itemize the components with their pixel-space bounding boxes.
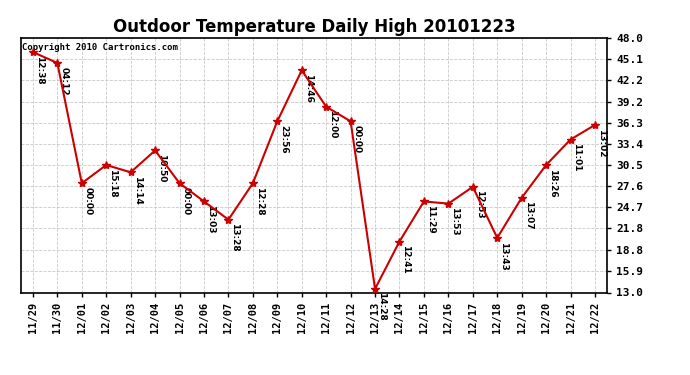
Text: 11:01: 11:01 [573, 143, 582, 172]
Text: 14:28: 14:28 [377, 292, 386, 321]
Text: 11:29: 11:29 [426, 205, 435, 234]
Text: 13:03: 13:03 [206, 205, 215, 234]
Text: 12:38: 12:38 [35, 56, 44, 84]
Text: 18:26: 18:26 [548, 169, 557, 197]
Text: 12:28: 12:28 [255, 187, 264, 216]
Text: 13:02: 13:02 [597, 129, 606, 157]
Text: 12:53: 12:53 [475, 190, 484, 219]
Text: 12:41: 12:41 [402, 245, 411, 274]
Text: 12:00: 12:00 [328, 110, 337, 139]
Text: 13:53: 13:53 [451, 207, 460, 236]
Text: 15:18: 15:18 [108, 169, 117, 197]
Text: 13:07: 13:07 [524, 201, 533, 230]
Text: 14:46: 14:46 [304, 74, 313, 103]
Text: 00:00: 00:00 [83, 187, 92, 215]
Text: 00:00: 00:00 [353, 125, 362, 153]
Text: 13:28: 13:28 [230, 223, 239, 252]
Text: 04:12: 04:12 [59, 67, 68, 95]
Text: 10:50: 10:50 [157, 154, 166, 183]
Text: Copyright 2010 Cartronics.com: Copyright 2010 Cartronics.com [22, 43, 178, 52]
Text: 00:00: 00:00 [181, 187, 190, 215]
Title: Outdoor Temperature Daily High 20101223: Outdoor Temperature Daily High 20101223 [112, 18, 515, 36]
Text: 14:14: 14:14 [132, 176, 141, 205]
Text: 13:43: 13:43 [499, 242, 509, 270]
Text: 23:56: 23:56 [279, 125, 288, 153]
